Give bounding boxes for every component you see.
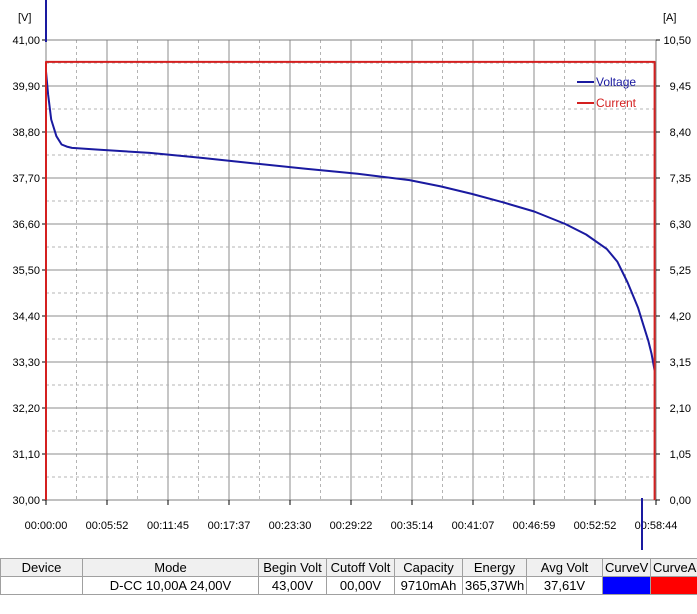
- legend: Voltage Current: [577, 75, 637, 110]
- left-tick-label: 38,80: [12, 127, 40, 139]
- right-tick-label: 8,40: [670, 127, 691, 139]
- right-tick-label: 5,25: [670, 265, 691, 277]
- x-tick-label: 00:17:37: [208, 520, 251, 532]
- header-device[interactable]: Device: [0, 558, 83, 577]
- discharge-chart: [V] [A] 41,00 39,90 38,80 37,70 36,60 35,50 34…: [12, 0, 691, 550]
- x-tick-label: 00:58:44: [635, 520, 678, 532]
- header-mode[interactable]: Mode: [82, 558, 259, 577]
- cell-cutoff-volt: 00,00V: [326, 576, 395, 595]
- cell-avg-volt: 37,61V: [526, 576, 603, 595]
- right-tick-label: 7,35: [670, 173, 691, 185]
- header-avg-volt[interactable]: Avg Volt: [526, 558, 603, 577]
- left-tick-label: 34,40: [12, 311, 40, 323]
- left-tick-label: 31,10: [12, 449, 40, 461]
- left-axis-unit: [V]: [18, 12, 31, 24]
- cell-device: [0, 576, 83, 595]
- right-tick-label: 9,45: [670, 81, 691, 93]
- right-tick-label: 3,15: [670, 357, 691, 369]
- right-tick-label: 6,30: [670, 219, 691, 231]
- left-tick-label: 36,60: [12, 219, 40, 231]
- left-tick-labels: 41,00 39,90 38,80 37,70 36,60 35,50 34,40 33,30…: [12, 35, 46, 507]
- series-line-voltage: [45, 71, 656, 371]
- x-tick-label: 00:00:00: [25, 520, 68, 532]
- series-line-current: [45, 60, 656, 500]
- header-energy[interactable]: Energy: [462, 558, 527, 577]
- cell-energy: 365,37Wh: [462, 576, 527, 595]
- right-tick-labels: 10,50 9,45 8,40 7,35 6,30 5,25 4,20 3,15 2,10 1,0…: [656, 35, 691, 507]
- header-curve-a[interactable]: CurveA: [650, 558, 697, 577]
- right-tick-label: 4,20: [670, 311, 691, 323]
- right-tick-label: 10,50: [663, 35, 691, 47]
- curve-a-swatch[interactable]: [650, 576, 697, 595]
- header-capacity[interactable]: Capacity: [394, 558, 463, 577]
- left-tick-label: 30,00: [12, 495, 40, 507]
- x-tick-label: 00:46:59: [513, 520, 556, 532]
- table-header-row: Device Mode Begin Volt Cutoff Volt Capac…: [0, 558, 697, 577]
- series-group: [45, 60, 656, 500]
- x-tick-label: 00:11:45: [147, 520, 189, 532]
- x-tick-label: 00:23:30: [269, 520, 312, 532]
- x-tick-label: 00:05:52: [86, 520, 129, 532]
- x-tick-label: 00:29:22: [330, 520, 373, 532]
- right-tick-label: 2,10: [670, 403, 691, 415]
- legend-label-voltage: Voltage: [596, 75, 636, 89]
- left-tick-label: 37,70: [12, 173, 40, 185]
- left-tick-label: 39,90: [12, 81, 40, 93]
- curve-v-swatch[interactable]: [602, 576, 651, 595]
- right-tick-label: 1,05: [670, 449, 691, 461]
- table-row[interactable]: D-CC 10,00A 24,00V 43,00V 00,00V 9710mAh…: [0, 576, 697, 595]
- x-tick-labels: 00:00:00 00:05:52 00:11:45 00:17:37 00:23:30…: [25, 500, 678, 532]
- grid: [45, 39, 657, 501]
- header-begin-volt[interactable]: Begin Volt: [258, 558, 327, 577]
- cell-capacity: 9710mAh: [394, 576, 463, 595]
- cell-mode: D-CC 10,00A 24,00V: [82, 576, 259, 595]
- left-tick-label: 32,20: [12, 403, 40, 415]
- x-tick-label: 00:52:52: [574, 520, 617, 532]
- legend-label-current: Current: [596, 96, 637, 110]
- x-tick-label: 00:41:07: [452, 520, 495, 532]
- results-table: Device Mode Begin Volt Cutoff Volt Capac…: [0, 558, 697, 595]
- right-axis-unit: [A]: [663, 12, 676, 24]
- x-tick-label: 00:35:14: [391, 520, 434, 532]
- header-curve-v[interactable]: CurveV: [602, 558, 651, 577]
- left-tick-label: 35,50: [12, 265, 40, 277]
- left-tick-label: 41,00: [12, 35, 40, 47]
- header-cutoff-volt[interactable]: Cutoff Volt: [326, 558, 395, 577]
- left-tick-label: 33,30: [12, 357, 40, 369]
- right-tick-label: 0,00: [670, 495, 691, 507]
- cell-begin-volt: 43,00V: [258, 576, 327, 595]
